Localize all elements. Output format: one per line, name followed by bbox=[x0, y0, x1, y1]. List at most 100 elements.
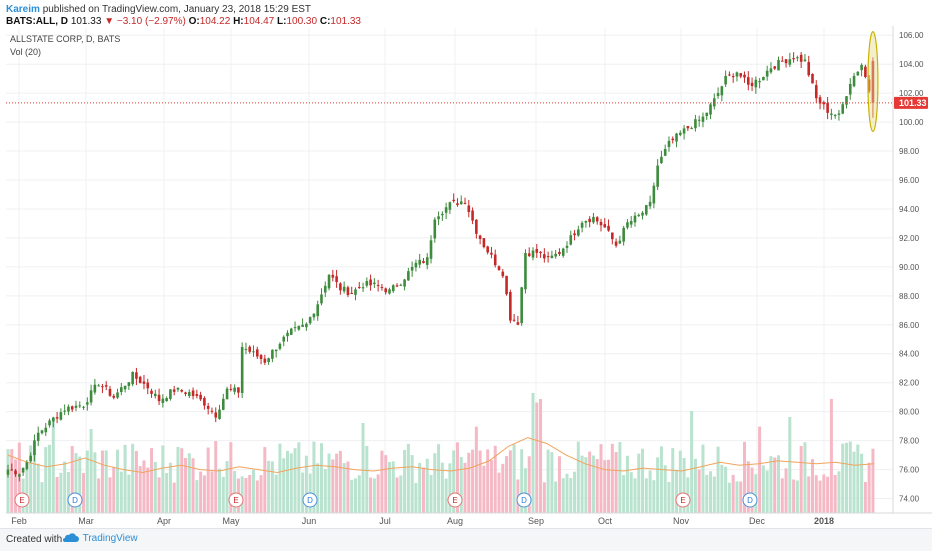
earnings-marker bbox=[228, 492, 244, 508]
x-tick-label: Apr bbox=[157, 516, 171, 526]
candle-body bbox=[154, 393, 157, 397]
candle-body bbox=[244, 348, 248, 350]
volume-bar bbox=[690, 411, 694, 513]
x-tick-label: Jun bbox=[302, 516, 317, 526]
candle-body bbox=[135, 372, 138, 379]
candle-body bbox=[255, 349, 259, 357]
candle-body bbox=[97, 385, 100, 387]
volume-bar bbox=[161, 445, 165, 513]
earnings-marker bbox=[675, 492, 691, 508]
candle-body bbox=[486, 246, 489, 253]
candle-body bbox=[40, 430, 44, 434]
volume-bar bbox=[244, 478, 248, 513]
ohlc-header: BATS:ALL, D 101.33 ▼ −3.10 (−2.97%) O:10… bbox=[6, 16, 361, 27]
y-tick-label: 98.00 bbox=[899, 147, 920, 156]
candle-body bbox=[452, 199, 455, 202]
volume-bar bbox=[539, 399, 543, 513]
candle-body bbox=[611, 232, 614, 240]
candle-body bbox=[467, 205, 471, 213]
candle-body bbox=[811, 73, 814, 84]
candle-body bbox=[765, 70, 769, 77]
candle-body bbox=[830, 113, 833, 115]
volume-bar bbox=[218, 468, 222, 513]
candle-body bbox=[36, 432, 40, 441]
footer-bar: Created with TradingView bbox=[0, 528, 932, 551]
tradingview-logo[interactable]: TradingView bbox=[62, 533, 138, 544]
marker-label: E bbox=[233, 496, 238, 505]
volume-bar bbox=[505, 456, 509, 513]
candle-body bbox=[237, 387, 240, 393]
volume-bar bbox=[293, 448, 297, 513]
candle-body bbox=[550, 255, 554, 259]
x-tick-label: Nov bbox=[673, 516, 690, 526]
marker-label: D bbox=[747, 496, 753, 505]
candle-body bbox=[471, 210, 474, 221]
volume-ma-line bbox=[7, 437, 875, 474]
volume-bar bbox=[387, 462, 391, 513]
volume-bar bbox=[856, 444, 860, 513]
volume-bar bbox=[36, 463, 40, 513]
volume-bar bbox=[361, 423, 365, 513]
volume-bar bbox=[372, 478, 376, 513]
candle-body bbox=[414, 262, 418, 268]
volume-bar bbox=[478, 450, 482, 513]
candle-body bbox=[44, 427, 48, 433]
candle-body bbox=[622, 227, 625, 242]
volume-bar bbox=[527, 456, 531, 513]
candle-body bbox=[652, 185, 656, 204]
volume-bar bbox=[172, 482, 176, 513]
volume-bar bbox=[410, 455, 414, 513]
y-tick-label: 78.00 bbox=[899, 437, 920, 446]
volume-bar bbox=[803, 442, 807, 513]
volume-bar bbox=[561, 478, 565, 513]
dividend-marker bbox=[742, 492, 758, 508]
candle-body bbox=[592, 216, 595, 223]
candle-body bbox=[52, 417, 55, 422]
volume-bar bbox=[199, 471, 203, 513]
tradingview-brand: TradingView bbox=[82, 533, 138, 544]
candle-body bbox=[67, 406, 70, 412]
candle-body bbox=[852, 75, 856, 87]
volume-bar bbox=[667, 482, 671, 513]
candle-body bbox=[165, 398, 168, 402]
volume-bar bbox=[180, 448, 184, 513]
volume-bar bbox=[51, 417, 55, 513]
candle-body bbox=[18, 474, 21, 477]
volume-bar bbox=[607, 459, 611, 513]
volume-bar bbox=[248, 475, 252, 513]
y-tick-label: 74.00 bbox=[899, 495, 920, 504]
volume-bar bbox=[784, 468, 788, 513]
candle-body bbox=[656, 165, 659, 187]
volume-bar bbox=[331, 459, 335, 513]
dividend-marker bbox=[302, 492, 318, 508]
candle-body bbox=[478, 235, 482, 239]
volume-bar bbox=[14, 459, 18, 513]
price-chart[interactable]: E D E D E D E D 74.00 76.00 78.00 80.00 82.00 84.00 8… bbox=[0, 0, 932, 528]
candle-body bbox=[195, 394, 199, 397]
volume-bar bbox=[591, 455, 595, 513]
volume-bar bbox=[739, 481, 743, 513]
volume-bar bbox=[501, 463, 505, 513]
marker-label: D bbox=[307, 496, 313, 505]
volume-bar bbox=[391, 461, 395, 513]
x-tick-label: May bbox=[222, 516, 240, 526]
candle-body bbox=[716, 93, 720, 97]
volume-bar bbox=[418, 462, 422, 513]
volume-bar bbox=[652, 480, 656, 513]
volume-bar bbox=[701, 444, 705, 513]
volume-bar bbox=[157, 477, 161, 513]
candle-body bbox=[373, 282, 376, 285]
candle-body bbox=[384, 288, 387, 293]
volume-bar bbox=[225, 461, 229, 513]
volume-bar bbox=[467, 452, 471, 513]
volume-bar bbox=[301, 472, 305, 513]
candle-body bbox=[346, 287, 350, 296]
volume-bar bbox=[814, 475, 818, 513]
publisher-name[interactable]: Kareim bbox=[6, 4, 40, 15]
candle-body bbox=[501, 271, 505, 277]
volume-bar bbox=[588, 451, 592, 513]
candle-body bbox=[871, 61, 875, 103]
volume-bar bbox=[497, 472, 501, 513]
candle-body bbox=[422, 261, 425, 264]
marker-label: D bbox=[72, 496, 78, 505]
